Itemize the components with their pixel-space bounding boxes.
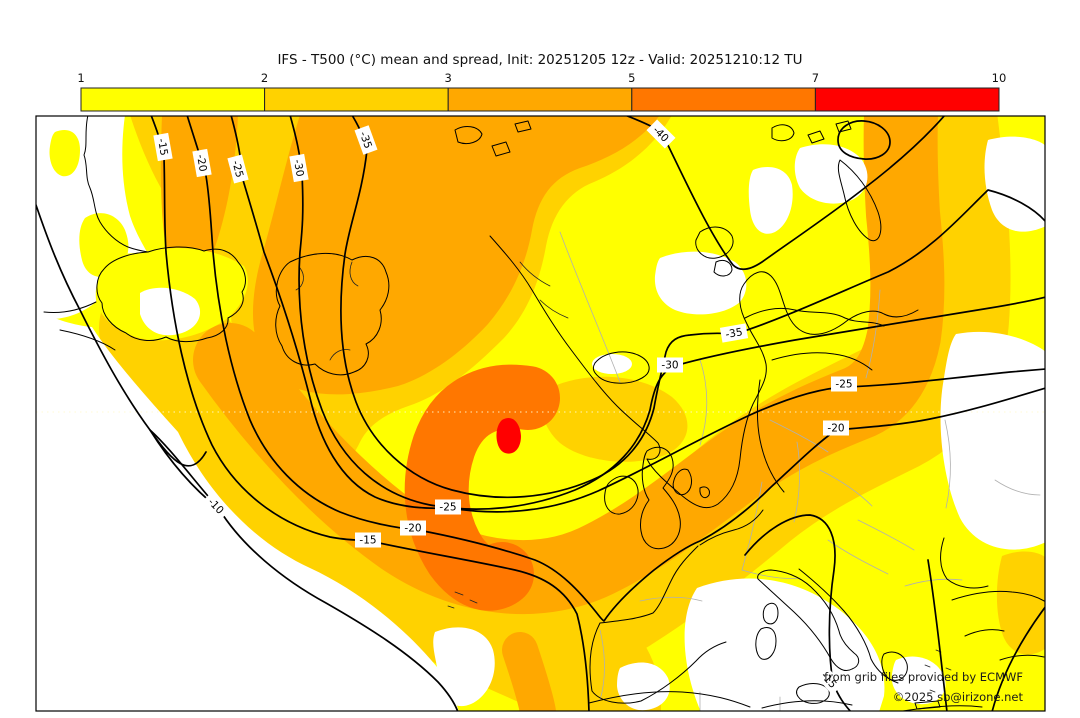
contour-line-layer — [36, 116, 1045, 711]
svg-text:-30: -30 — [661, 360, 678, 372]
coastline-layer — [43, 116, 1045, 711]
contour-label: -20 — [192, 148, 212, 178]
colorbar-segment — [80, 87, 266, 112]
coastline-svalbard — [695, 226, 734, 277]
spread-fill-layer — [36, 116, 1045, 711]
colorbar: 1 2 3 5 7 10 — [77, 71, 1007, 112]
coastline-greenland-south — [43, 301, 116, 351]
svg-text:-25: -25 — [229, 159, 245, 179]
svg-text:-25: -25 — [835, 379, 852, 391]
coastline-iceland-fjords — [295, 261, 359, 361]
coastline-black-sea — [940, 537, 1045, 603]
svg-text:-30: -30 — [291, 159, 306, 178]
contour-line--20-main — [186, 116, 1045, 622]
colorbar-tick-label: 7 — [812, 71, 819, 85]
attribution-source: from grib files provided by ECMWF — [824, 670, 1023, 684]
contour-label: -25 — [435, 499, 461, 515]
coastline-ne-greenland-isles — [454, 120, 532, 157]
colorbar-segment — [447, 87, 633, 112]
svg-text:-35: -35 — [725, 326, 744, 341]
svg-text:-15: -15 — [155, 138, 170, 157]
coastline-corsica — [762, 602, 779, 625]
map-frame — [35, 115, 1046, 712]
contour-label: -35 — [354, 125, 378, 155]
contour-line-se-2 — [991, 605, 1045, 711]
colorbar-tick-label: 3 — [445, 71, 452, 85]
contour-label: -35 — [719, 323, 749, 343]
coastline-lofoten — [519, 261, 569, 319]
coastline-greenland — [83, 116, 149, 253]
colorbar-segment — [814, 87, 1000, 112]
svg-text:-35: -35 — [357, 130, 374, 150]
colorbar-segment — [264, 87, 449, 112]
contour-label: -25 — [831, 376, 857, 392]
contour-label: -30 — [289, 153, 309, 183]
contour-line-se-1 — [927, 559, 948, 711]
coastline-novaya-zemlya — [837, 159, 882, 242]
coastline-channel — [699, 509, 764, 546]
svg-text:-25: -25 — [439, 502, 456, 514]
coastline-italy — [757, 569, 860, 672]
contour-label: -15 — [355, 532, 381, 548]
coastline-iceland — [275, 252, 390, 376]
coastline-turkey — [964, 629, 1045, 661]
contour-label: -20 — [823, 420, 849, 436]
colorbar-segment — [631, 87, 816, 112]
coastline-franz-josef — [771, 120, 852, 144]
contour-line--30-main — [289, 116, 1045, 510]
coastline-balkans — [798, 568, 899, 684]
svg-text:-20: -20 — [827, 423, 844, 435]
attribution-copyright: ©2025 sb@irizone.net — [893, 690, 1024, 704]
coastline-faroe-island — [592, 351, 650, 384]
coastline-france-iberia — [589, 545, 727, 704]
coastline-gulf-of-finland — [771, 352, 873, 371]
coastline-finnmark — [744, 307, 885, 327]
coastline-balearics — [447, 591, 478, 609]
map-panel: -15-20 -25 -30-35 -40-35-30-25-20-25-20-15-… — [36, 116, 1045, 711]
country-border-layer — [559, 231, 1041, 711]
colorbar-tick-label: 2 — [261, 71, 268, 85]
contour-line--45-closed — [837, 120, 891, 160]
coastline-scandinavia — [489, 235, 919, 509]
coastline-sardinia — [755, 627, 777, 660]
figure-title: IFS - T500 (°C) mean and spread, Init: 2… — [277, 52, 802, 68]
contour-label: -30 — [657, 357, 683, 373]
coastline-uk — [640, 446, 681, 550]
coastline-baltic-east — [756, 379, 785, 493]
coastline-greenland-se — [96, 246, 246, 343]
contour-label: -15 — [153, 132, 173, 162]
svg-text:-20: -20 — [194, 154, 209, 173]
contour-label: -20 — [400, 520, 426, 536]
contour-label: -25 — [227, 154, 249, 184]
coastline-denmark — [672, 468, 710, 499]
coastline-aegean-islands — [924, 649, 952, 693]
contour-line--10 — [36, 204, 459, 711]
contour-labels-layer: -15-20 -25 -30-35 -40-35-30-25-20-25-20-15-… — [153, 119, 857, 695]
svg-text:-20: -20 — [404, 523, 421, 535]
colorbar-tick-label: 5 — [628, 71, 635, 85]
svg-text:-15: -15 — [359, 535, 376, 547]
colorbar-tick-label: 10 — [992, 71, 1007, 85]
yellow-over-white — [49, 130, 248, 341]
colorbar-tick-label: 1 — [77, 71, 84, 85]
contour-line--35-main — [340, 116, 1045, 499]
contour-line--15-main — [150, 116, 590, 711]
